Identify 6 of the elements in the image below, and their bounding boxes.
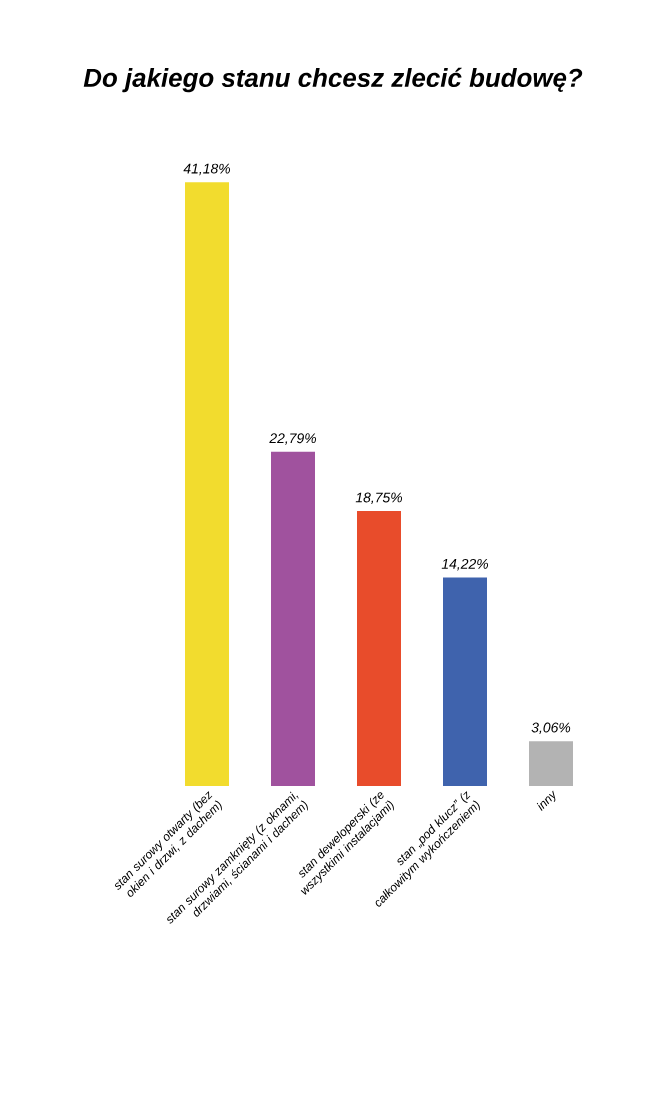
bar [443, 577, 487, 786]
bar [185, 182, 229, 786]
bar [271, 451, 315, 786]
bar [357, 511, 401, 786]
bar [529, 741, 573, 786]
chart-title: Do jakiego stanu chcesz zlecić budowę? [83, 67, 583, 93]
